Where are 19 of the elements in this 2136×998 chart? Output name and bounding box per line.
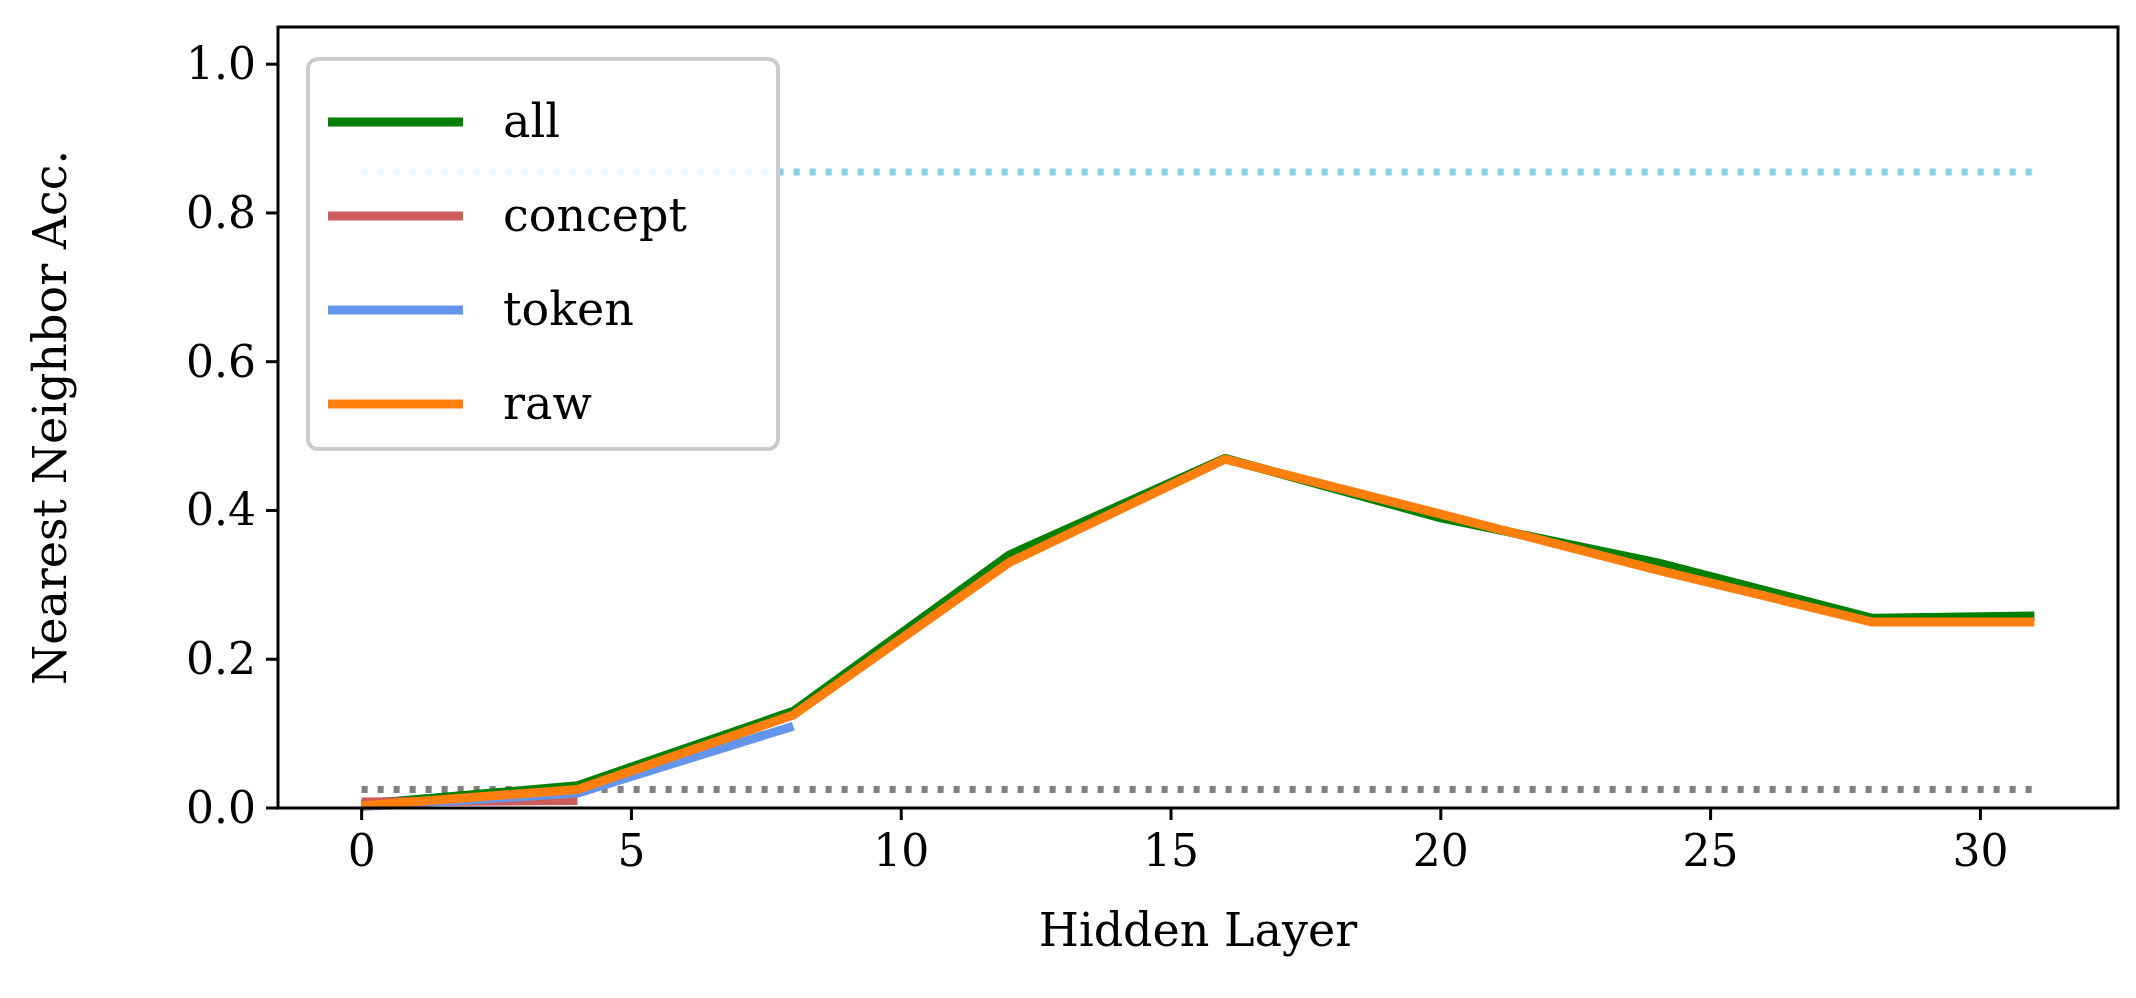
x-tick-label: 10 [873,825,930,876]
y-tick-label: 0.4 [186,484,256,536]
legend-label: token [503,282,634,336]
x-tick-label: 25 [1682,825,1739,876]
x-tick-label: 5 [617,825,646,876]
x-tick-label: 20 [1412,825,1469,876]
legend-label: raw [503,376,592,430]
x-axis-title: Hidden Layer [1038,903,1358,957]
x-tick-label: 30 [1952,825,2009,876]
x-tick-label: 0 [347,825,376,876]
y-tick-label: 1.0 [186,38,256,90]
y-tick-label: 0.0 [186,782,256,833]
legend-label: all [503,94,560,148]
y-tick-label: 0.2 [186,633,256,685]
y-axis-title: Nearest Neighbor Acc. [23,149,77,686]
y-tick-label: 0.6 [186,335,256,387]
x-tick-label: 15 [1143,825,1200,876]
legend-label: concept [503,188,688,242]
y-tick-label: 0.8 [186,186,256,238]
